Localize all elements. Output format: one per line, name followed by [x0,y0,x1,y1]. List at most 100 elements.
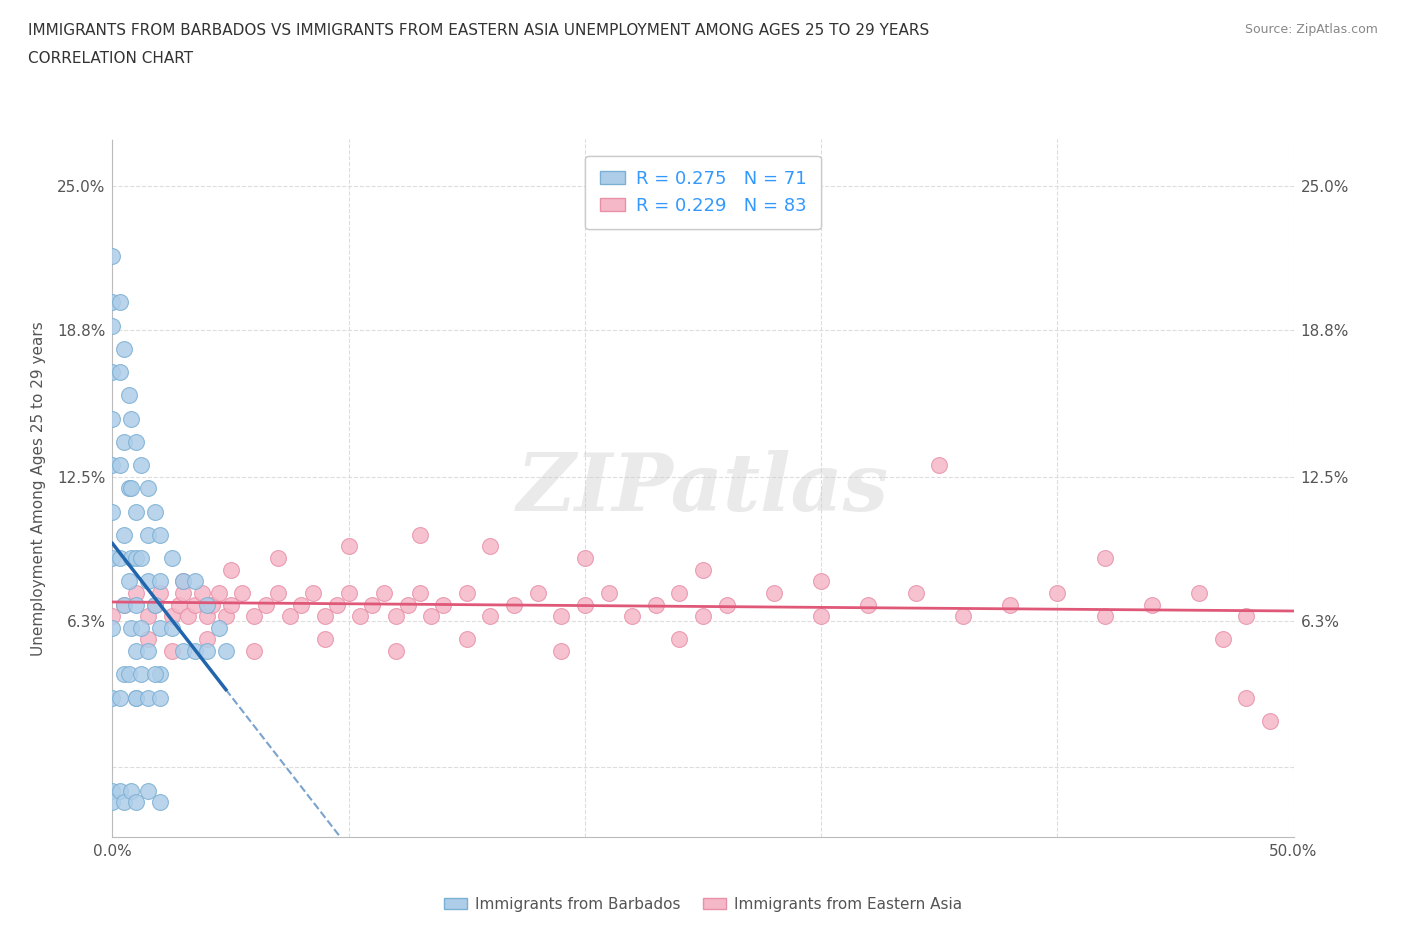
Point [810,609,832,624]
Point [195,609,218,624]
Text: IMMIGRANTS FROM BARBADOS VS IMMIGRANTS FROM EASTERN ASIA UNEMPLOYMENT AMONG AGES: IMMIGRANTS FROM BARBADOS VS IMMIGRANTS F… [28,23,929,38]
Point [172,574,194,589]
Point [129,458,152,472]
Point [108,551,131,565]
Point [361,597,384,612]
Point [215,644,238,658]
Point [108,690,131,705]
Point [456,586,478,601]
Point [136,690,159,705]
Point [290,597,312,612]
Point [149,574,172,589]
Point [125,644,148,658]
Point [101,551,124,565]
Point [326,597,349,612]
Point [125,690,148,705]
Text: ZIPatlas: ZIPatlas [517,449,889,527]
Point [952,609,974,624]
Point [337,586,360,601]
Point [644,597,666,612]
Point [101,620,124,635]
Point [101,365,124,379]
Point [149,586,172,601]
Point [120,411,142,426]
Point [219,562,242,577]
Point [314,609,336,624]
Point [160,551,183,565]
Point [385,609,408,624]
Point [1234,609,1257,624]
Point [160,609,183,624]
Point [373,586,395,601]
Point [1212,632,1234,647]
Point [108,365,131,379]
Point [550,644,572,658]
Point [208,586,231,601]
Point [118,667,141,682]
Point [479,609,502,624]
Point [432,597,454,612]
Point [1094,551,1116,565]
Point [479,539,502,554]
Point [267,586,290,601]
Point [118,574,141,589]
Point [668,632,690,647]
Point [112,527,135,542]
Point [526,586,548,601]
Point [101,609,124,624]
Point [172,586,194,601]
Point [101,318,124,333]
Point [195,632,218,647]
Point [160,620,183,635]
Point [172,574,194,589]
Point [136,609,159,624]
Point [101,411,124,426]
Point [1094,609,1116,624]
Point [408,527,430,542]
Point [108,295,131,310]
Point [149,620,172,635]
Point [112,794,135,809]
Point [184,574,207,589]
Point [118,388,141,403]
Point [143,597,166,612]
Point [136,481,159,496]
Point [125,690,148,705]
Point [101,248,124,263]
Point [167,597,190,612]
Point [136,527,159,542]
Point [125,504,148,519]
Point [716,597,738,612]
Point [129,551,152,565]
Point [668,586,690,601]
Point [231,586,253,601]
Point [136,632,159,647]
Point [1234,690,1257,705]
Point [215,609,238,624]
Point [904,586,927,601]
Point [408,586,430,601]
Text: CORRELATION CHART: CORRELATION CHART [28,51,193,66]
Point [208,620,231,635]
Point [254,597,277,612]
Point [160,644,183,658]
Point [136,574,159,589]
Point [1258,713,1281,728]
Point [129,667,152,682]
Point [1188,586,1211,601]
Point [172,644,194,658]
Point [125,551,148,565]
Point [125,434,148,449]
Point [101,295,124,310]
Point [858,597,880,612]
Point [143,597,166,612]
Point [1046,586,1069,601]
Point [149,527,172,542]
Point [574,551,596,565]
Point [267,551,290,565]
Point [396,597,419,612]
Point [177,609,200,624]
Point [385,644,408,658]
Point [621,609,644,624]
Point [928,458,950,472]
